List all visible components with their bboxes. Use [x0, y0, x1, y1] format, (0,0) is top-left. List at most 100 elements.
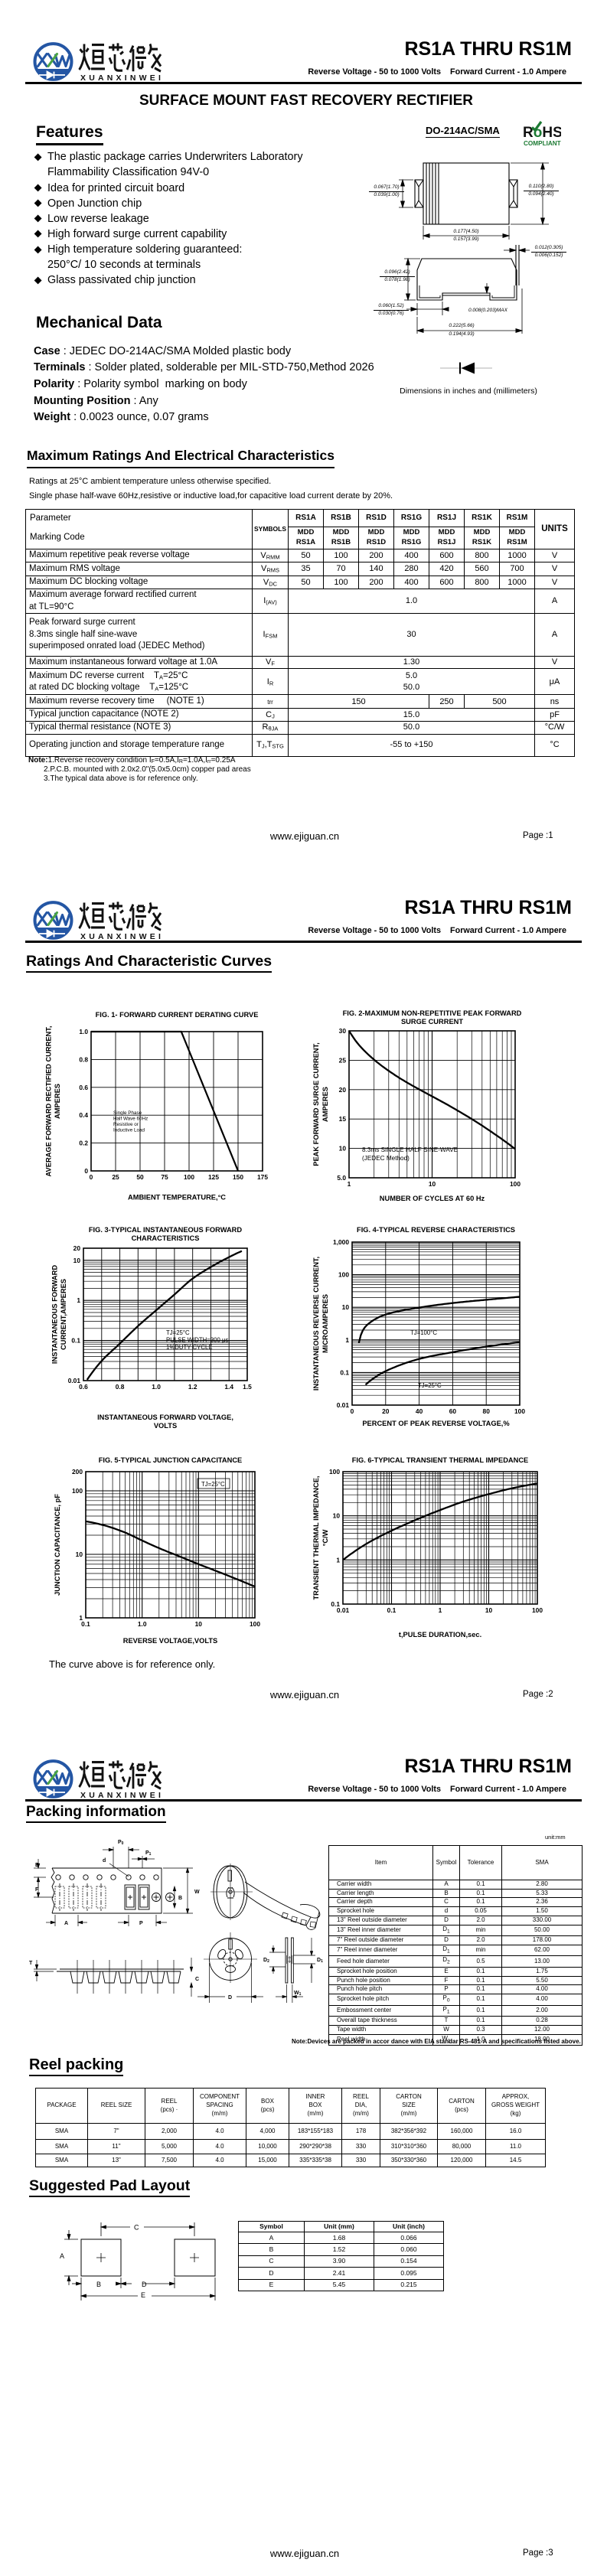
- svg-text:10: 10: [485, 1606, 493, 1614]
- svg-text:°C/W: °C/W: [321, 1529, 329, 1546]
- svg-text:20: 20: [382, 1407, 390, 1415]
- svg-text:E: E: [35, 1863, 39, 1868]
- svg-text:20: 20: [73, 1244, 81, 1252]
- svg-text:1.5: 1.5: [243, 1383, 252, 1391]
- svg-text:SURGE CURRENT: SURGE CURRENT: [401, 1018, 463, 1026]
- svg-text:CURRENT,AMPERES: CURRENT,AMPERES: [60, 1279, 67, 1350]
- svg-text:Single Phase: Single Phase: [113, 1110, 142, 1116]
- svg-text:1: 1: [336, 1556, 340, 1564]
- svg-text:1.0: 1.0: [79, 1028, 88, 1035]
- svg-text:0.01: 0.01: [68, 1377, 81, 1384]
- svg-text:MICROAMPERES: MICROAMPERES: [321, 1294, 329, 1353]
- svg-text:D2: D2: [263, 1958, 269, 1964]
- svg-text:AMBIENT TEMPERATURE,°C: AMBIENT TEMPERATURE,°C: [128, 1194, 226, 1202]
- svg-text:100: 100: [532, 1606, 543, 1614]
- svg-text:10: 10: [333, 1512, 341, 1520]
- svg-text:25: 25: [339, 1056, 347, 1064]
- svg-text:AVERAGE FORWARD RECTIFIED CURR: AVERAGE FORWARD RECTIFIED CURRENT,: [45, 1026, 53, 1177]
- svg-text:0.1: 0.1: [387, 1606, 397, 1614]
- svg-text:125: 125: [208, 1173, 219, 1181]
- svg-text:1: 1: [345, 1336, 349, 1344]
- svg-text:1.0: 1.0: [152, 1383, 161, 1391]
- svg-text:0.01: 0.01: [337, 1401, 350, 1409]
- svg-text:1%DUTY CYCLE: 1%DUTY CYCLE: [166, 1344, 213, 1351]
- svg-text:REVERSE VOLTAGE,VOLTS: REVERSE VOLTAGE,VOLTS: [123, 1637, 217, 1645]
- svg-text:CHARACTERISTICS: CHARACTERISTICS: [132, 1234, 200, 1242]
- svg-text:75: 75: [161, 1173, 168, 1181]
- svg-text:10: 10: [73, 1257, 81, 1264]
- svg-text:JUNCTION CAPACITANCE, pF: JUNCTION CAPACITANCE, pF: [54, 1494, 61, 1596]
- svg-text:PEAK FORWARD SURGE CURRENT,: PEAK FORWARD SURGE CURRENT,: [312, 1042, 320, 1166]
- svg-text:d: d: [103, 1858, 106, 1864]
- svg-text:0.01: 0.01: [337, 1606, 350, 1614]
- svg-text:0.8: 0.8: [116, 1383, 125, 1391]
- svg-text:RoHS: RoHS: [523, 125, 561, 141]
- svg-text:100: 100: [514, 1407, 525, 1415]
- svg-text:30: 30: [339, 1027, 347, 1035]
- svg-text:TJ=100°C: TJ=100°C: [410, 1329, 437, 1336]
- svg-text:FIG. 1- FORWARD CURRENT DERATI: FIG. 1- FORWARD CURRENT DERATING CURVE: [96, 1011, 259, 1019]
- svg-text:A: A: [60, 2252, 64, 2260]
- svg-text:80: 80: [483, 1407, 491, 1415]
- svg-text:1: 1: [79, 1614, 83, 1622]
- svg-text:10: 10: [76, 1550, 83, 1558]
- svg-text:150: 150: [233, 1173, 243, 1181]
- svg-text:10: 10: [339, 1145, 347, 1153]
- svg-text:COMPLIANT: COMPLIANT: [524, 140, 561, 147]
- svg-text:FIG. 4-TYPICAL REVERSE CHARACT: FIG. 4-TYPICAL REVERSE CHARACTERISTICS: [357, 1226, 515, 1234]
- svg-text:W1: W1: [294, 1991, 302, 1997]
- svg-text:1: 1: [348, 1180, 351, 1188]
- svg-text:TRANSIENT THERMAL IMPEDANCE,: TRANSIENT THERMAL IMPEDANCE,: [312, 1475, 320, 1599]
- svg-text:100: 100: [184, 1173, 194, 1181]
- svg-text:(JEDEC Method): (JEDEC Method): [362, 1155, 410, 1162]
- svg-text:0.1: 0.1: [71, 1337, 80, 1345]
- svg-text:0.1: 0.1: [340, 1368, 349, 1376]
- svg-text:TJ=25°C: TJ=25°C: [201, 1481, 225, 1488]
- svg-text:0.6: 0.6: [79, 1084, 88, 1091]
- svg-text:INSTANTANEOUS FORWARD: INSTANTANEOUS FORWARD: [51, 1265, 59, 1364]
- svg-text:P0: P0: [118, 1840, 124, 1846]
- svg-text:A: A: [64, 1921, 68, 1926]
- svg-text:Half Wave 60Hz: Half Wave 60Hz: [113, 1117, 148, 1122]
- svg-text:AMPERES: AMPERES: [321, 1087, 329, 1122]
- svg-text:1.2: 1.2: [188, 1383, 197, 1391]
- svg-text:FIG. 6-TYPICAL TRANSIENT THERM: FIG. 6-TYPICAL TRANSIENT THERMAL IMPEDAN…: [352, 1456, 529, 1464]
- svg-text:AMPERES: AMPERES: [54, 1084, 61, 1119]
- svg-text:C: C: [195, 1977, 199, 1982]
- svg-text:D: D: [228, 1995, 232, 2000]
- svg-text:15: 15: [339, 1115, 347, 1123]
- svg-text:5.0: 5.0: [337, 1174, 346, 1182]
- svg-text:0: 0: [351, 1407, 354, 1415]
- svg-text:F: F: [35, 1887, 39, 1893]
- svg-text:0.1: 0.1: [331, 1600, 340, 1608]
- svg-text:40: 40: [416, 1407, 423, 1415]
- svg-text:100: 100: [338, 1271, 349, 1279]
- svg-text:0.8: 0.8: [79, 1055, 88, 1063]
- svg-text:NUMBER OF CYCLES AT 60 Hz: NUMBER OF CYCLES AT 60 Hz: [380, 1195, 485, 1202]
- svg-text:FIG. 2-MAXIMUM NON-REPETITIVE: FIG. 2-MAXIMUM NON-REPETITIVE PEAK FORWA…: [343, 1009, 522, 1017]
- svg-text:FIG. 3-TYPICAL INSTANTANEOUS F: FIG. 3-TYPICAL INSTANTANEOUS FORWARD: [89, 1226, 243, 1234]
- svg-text:10: 10: [195, 1620, 203, 1628]
- svg-text:10: 10: [429, 1180, 436, 1188]
- svg-text:Inductive Load: Inductive Load: [113, 1128, 145, 1133]
- svg-text:D1: D1: [317, 1958, 323, 1964]
- svg-text:0.6: 0.6: [79, 1383, 88, 1391]
- svg-text:0.4: 0.4: [79, 1111, 88, 1119]
- svg-text:W: W: [194, 1890, 200, 1895]
- svg-text:10: 10: [342, 1303, 350, 1311]
- svg-text:50: 50: [136, 1173, 144, 1181]
- svg-text:100: 100: [72, 1487, 83, 1495]
- svg-text:0: 0: [90, 1173, 93, 1181]
- svg-text:60: 60: [449, 1407, 457, 1415]
- svg-text:B: B: [178, 1896, 182, 1901]
- svg-text:B: B: [96, 2281, 101, 2288]
- svg-text:100: 100: [510, 1180, 521, 1188]
- svg-text:PULSE WIDTH=300 μs: PULSE WIDTH=300 μs: [166, 1337, 229, 1344]
- svg-text:20: 20: [339, 1086, 347, 1094]
- svg-text:1: 1: [77, 1296, 80, 1304]
- svg-text:200: 200: [72, 1468, 83, 1475]
- svg-text:INSTANTANEOUS REVERSE CURRENT,: INSTANTANEOUS REVERSE CURRENT,: [312, 1257, 320, 1391]
- svg-text:INSTANTANEOUS FORWARD VOLTAGE,: INSTANTANEOUS FORWARD VOLTAGE,: [97, 1414, 233, 1421]
- svg-text:1.0: 1.0: [138, 1620, 147, 1628]
- svg-text:C: C: [134, 2224, 139, 2232]
